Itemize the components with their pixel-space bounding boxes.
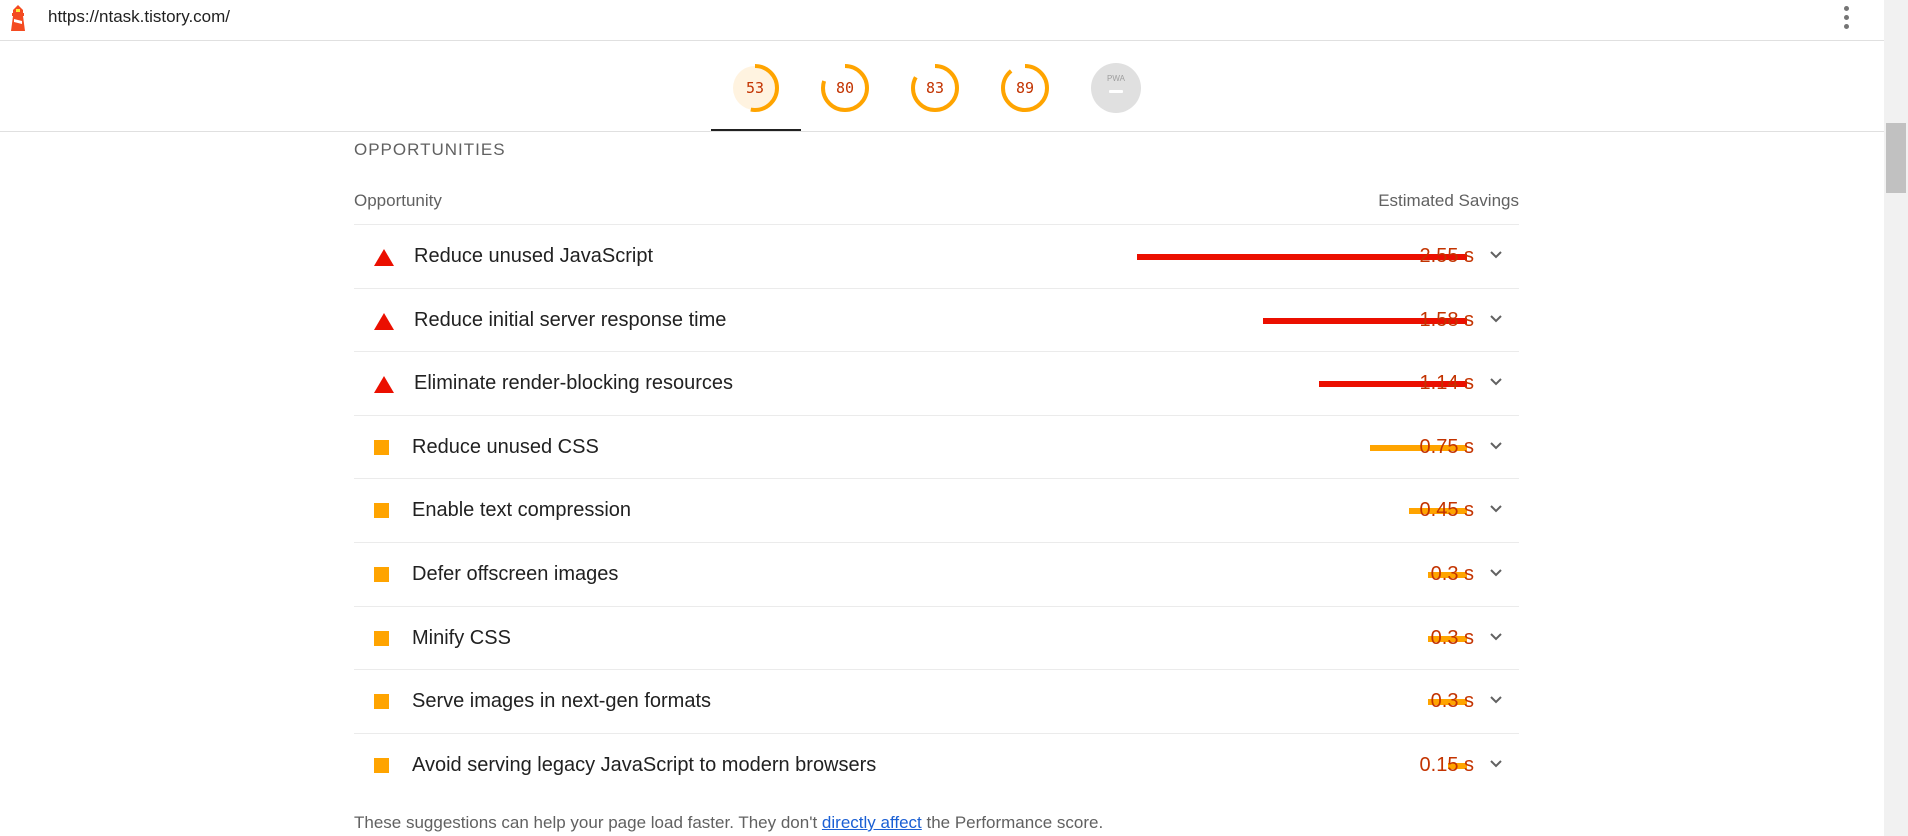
gauge-ring-icon xyxy=(911,64,959,112)
savings-value: 0.3 s xyxy=(1430,563,1474,585)
scrollbar-thumb[interactable] xyxy=(1886,123,1906,193)
savings-value: 0.3 s xyxy=(1430,626,1474,649)
directly-affect-link[interactable]: directly affect xyxy=(821,813,922,832)
savings-value: 0.45 s xyxy=(1419,499,1474,522)
pwa-dash-icon xyxy=(1109,90,1123,93)
savings-bar xyxy=(1319,381,1467,388)
savings-value: 1.58 s xyxy=(1419,308,1474,331)
gauge-score: 53 xyxy=(745,79,765,97)
active-tab-indicator xyxy=(711,129,801,131)
savings-value: 0.75 s xyxy=(1419,435,1474,458)
chevron-down-icon[interactable] xyxy=(1489,311,1503,325)
average-square-icon xyxy=(374,694,389,710)
more-options-icon[interactable] xyxy=(1836,2,1856,32)
pwa-label: PWA xyxy=(1107,74,1125,83)
chevron-down-icon[interactable] xyxy=(1489,692,1503,706)
footer-note: These suggestions can help your page loa… xyxy=(354,813,1103,833)
opportunity-row[interactable]: Serve images in next-gen formats 0.3 s xyxy=(354,669,1519,733)
section-title: OPPORTUNITIES xyxy=(354,140,506,159)
gauge-accessibility[interactable]: 80 xyxy=(819,62,871,114)
column-header-savings: Estimated Savings xyxy=(1378,191,1519,210)
chevron-down-icon[interactable] xyxy=(1489,247,1503,261)
chevron-down-icon[interactable] xyxy=(1489,629,1503,643)
opportunity-row[interactable]: Reduce initial server response time 1.58 … xyxy=(354,287,1519,352)
savings-bar xyxy=(1428,572,1467,578)
page-url: https://ntask.tistory.com/ xyxy=(48,7,231,26)
top-bar: https://ntask.tistory.com/ xyxy=(0,0,1884,41)
savings-bar xyxy=(1448,762,1467,769)
gauge-score: 89 xyxy=(1015,79,1035,97)
opportunity-label: Avoid serving legacy JavaScript to moder… xyxy=(412,753,877,776)
chevron-down-icon[interactable] xyxy=(1489,374,1503,388)
savings-bar xyxy=(1370,444,1467,451)
gauge-seo[interactable]: 89 xyxy=(999,62,1051,114)
gauge-pwa[interactable]: PWA xyxy=(1090,62,1142,114)
chevron-down-icon[interactable] xyxy=(1489,756,1503,770)
gauge-ring-icon xyxy=(1001,64,1049,112)
opportunity-row[interactable]: Enable text compression 0.45 s xyxy=(354,478,1519,542)
gauge-score: 83 xyxy=(925,79,945,97)
chevron-down-icon[interactable] xyxy=(1489,565,1503,579)
opportunity-row[interactable]: Reduce unused CSS 0.75 s xyxy=(354,414,1519,479)
opportunity-row[interactable]: Defer offscreen images 0.3 s xyxy=(354,542,1519,606)
pwa-badge-icon xyxy=(1091,63,1141,113)
opportunity-label: Eliminate render-blocking resources xyxy=(414,372,734,395)
savings-value: 0.15 s xyxy=(1419,753,1474,776)
column-header-opportunity: Opportunity xyxy=(354,191,442,210)
opportunity-label: Defer offscreen images xyxy=(412,563,619,585)
opportunity-label: Minify CSS xyxy=(412,626,511,649)
savings-bar xyxy=(1409,508,1467,515)
note-text-end: the Performance score. xyxy=(921,813,1104,832)
category-gauges: 53 80 83 89 PWA xyxy=(0,41,1884,132)
savings-value: 2.55 s xyxy=(1419,245,1474,267)
savings-value: 0.3 s xyxy=(1430,690,1474,713)
opportunity-label: Reduce initial server response time xyxy=(414,308,727,331)
opportunity-label: Reduce unused CSS xyxy=(412,435,599,458)
average-square-icon xyxy=(374,757,389,773)
opportunity-row[interactable]: Reduce unused JavaScript 2.55 s xyxy=(354,224,1519,288)
opportunity-label: Serve images in next-gen formats xyxy=(412,690,712,713)
savings-value: 1.14 s xyxy=(1419,372,1474,395)
opportunity-row[interactable]: Minify CSS 0.3 s xyxy=(354,605,1519,670)
opportunity-row[interactable]: Avoid serving legacy JavaScript to moder… xyxy=(354,732,1519,797)
average-square-icon xyxy=(374,439,389,455)
chevron-down-icon[interactable] xyxy=(1489,501,1503,515)
average-square-icon xyxy=(374,503,389,519)
savings-bar xyxy=(1263,317,1467,324)
savings-bar xyxy=(1428,699,1467,706)
gauge-performance[interactable]: 53 xyxy=(729,62,781,114)
savings-bar xyxy=(1137,254,1467,260)
gauge-ring-icon xyxy=(731,64,779,112)
gauge-score: 80 xyxy=(835,79,855,97)
savings-bar xyxy=(1428,635,1467,642)
average-square-icon xyxy=(374,630,389,646)
fail-triangle-icon xyxy=(374,312,394,330)
opportunity-label: Enable text compression xyxy=(412,499,632,522)
gauge-best-practices[interactable]: 83 xyxy=(909,62,961,114)
fail-triangle-icon xyxy=(374,376,394,394)
chevron-down-icon[interactable] xyxy=(1489,438,1503,452)
average-square-icon xyxy=(374,567,389,582)
opportunity-label: Reduce unused JavaScript xyxy=(414,245,654,267)
opportunity-row[interactable]: Eliminate render-blocking resources 1.14 … xyxy=(354,351,1519,415)
fail-triangle-icon xyxy=(374,249,394,266)
gauge-ring-icon xyxy=(821,64,869,112)
note-text: These suggestions can help your page loa… xyxy=(354,813,822,832)
lighthouse-logo-icon xyxy=(11,5,25,31)
